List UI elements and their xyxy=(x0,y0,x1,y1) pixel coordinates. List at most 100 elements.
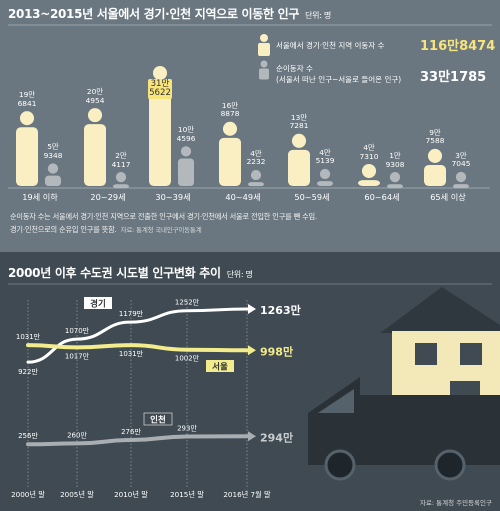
net-person-bar xyxy=(387,172,403,189)
note-line-1: 순이동자 수는 서울에서 경기·인천 지역으로 전출한 인구에서 경기·인천에서… xyxy=(10,212,318,221)
net-value-label: 5만 9348 xyxy=(43,142,63,160)
legend-icons xyxy=(258,34,270,80)
legend-mover-label: 서울에서 경기·인천 지역 이동자 수 xyxy=(276,41,385,50)
series-arrow xyxy=(248,345,256,356)
point-label: 1031만 xyxy=(16,332,41,341)
point-label: 256만 xyxy=(18,431,38,440)
age-group-label: 20~29세 xyxy=(90,192,126,202)
truck-windshield xyxy=(318,389,354,413)
bottom-chart-title: 2000년 이후 수도권 시도별 인구변화 추이 단위: 명 xyxy=(8,264,253,281)
net-person-bar xyxy=(45,163,61,186)
point-label: 1263만 xyxy=(260,303,301,317)
net-value-label: 4만 2232 xyxy=(246,148,266,167)
series-line-인천 xyxy=(26,434,249,447)
mover-person-bar xyxy=(149,66,171,186)
x-tick-label: 2015년 말 xyxy=(170,490,204,499)
series-tag: 서울 xyxy=(212,362,228,373)
net-value-label: 10만 4596 xyxy=(176,125,196,143)
age-group-label: 50~59세 xyxy=(294,192,330,202)
point-label: 1031만 xyxy=(119,349,144,358)
point-label: 998만 xyxy=(260,344,293,358)
age-group-label: 40~49세 xyxy=(225,192,261,202)
point-label: 1070만 xyxy=(65,326,90,335)
point-label: 1179만 xyxy=(119,309,144,318)
house-window-left xyxy=(415,343,437,365)
mover-person-bar xyxy=(219,121,241,186)
legend-net-total: 33만1785 xyxy=(420,70,487,85)
mover-person-bar xyxy=(358,164,380,186)
series-tag-bg xyxy=(84,297,112,309)
age-group-label: 19세 이하 xyxy=(22,192,58,202)
series-tag: 경기 xyxy=(90,299,106,310)
series-tag-bg xyxy=(206,360,234,372)
legend-net-person-icon xyxy=(259,60,269,80)
legend-mover-person-icon xyxy=(258,34,270,56)
age-group-label: 30~39세 xyxy=(155,192,191,202)
series-arrow xyxy=(248,431,256,442)
net-value-label: 2만 4117 xyxy=(111,151,131,169)
mover-value-label: 20만 4954 xyxy=(85,87,105,105)
mover-value-label: 16만 8878 xyxy=(220,100,240,119)
legend-net-label: 순이동자 수 xyxy=(276,64,313,73)
series-tag: 인천 xyxy=(150,415,166,426)
point-label: 260만 xyxy=(67,430,87,439)
moving-truck-illustration xyxy=(308,287,500,481)
net-value-label: 4만 5139 xyxy=(315,147,335,166)
top-panel xyxy=(0,0,500,252)
point-label: 1017만 xyxy=(65,351,90,360)
top-unit: 단위: 명 xyxy=(305,11,331,20)
mover-value-label: 31만 5622 xyxy=(149,79,171,98)
series-tag-bg xyxy=(143,412,173,426)
truck-body xyxy=(360,395,500,465)
mover-person-bar xyxy=(16,111,38,186)
point-label: 293만 xyxy=(177,423,197,432)
mover-person-bar xyxy=(84,108,106,186)
legend-mover-total: 116만8474 xyxy=(420,39,496,54)
mover-value-label: 9만 7588 xyxy=(425,127,445,146)
net-person-bar xyxy=(317,168,333,186)
highlight-label-bg xyxy=(148,79,172,99)
top-title-text: 2013~2015년 서울에서 경기·인천 지역으로 이동한 인구 xyxy=(8,7,300,21)
note-line-2: 경기·인천으로의 순유입 인구를 뜻함. 자료: 통계청 국내인구이동통계 xyxy=(10,224,202,235)
net-person-bar xyxy=(248,169,264,187)
bottom-title-text: 2000년 이후 수도권 시도별 인구변화 추이 xyxy=(8,266,221,280)
age-group-label: 65세 이상 xyxy=(430,192,466,202)
truck-wheel-rear xyxy=(434,449,466,481)
top-title-rule xyxy=(8,24,492,26)
mover-value-label: 4만 7310 xyxy=(359,143,379,161)
x-tick-label: 2016년 7월 말 xyxy=(223,490,271,499)
series-arrow xyxy=(248,303,256,314)
point-label: 1252만 xyxy=(175,298,200,307)
x-tick-label: 2005년 말 xyxy=(60,490,94,499)
age-group-label: 60~64세 xyxy=(364,192,400,202)
net-person-bar xyxy=(113,172,129,189)
series-line-경기 xyxy=(26,307,249,364)
note-line-2-text: 경기·인천으로의 순유입 인구를 뜻함. xyxy=(10,225,117,234)
note-source: 자료: 통계청 국내인구이동통계 xyxy=(120,226,202,234)
net-person-bar xyxy=(453,171,469,189)
point-label: 922만 xyxy=(18,367,38,376)
series-line-서울 xyxy=(26,343,249,353)
point-label: 294만 xyxy=(260,430,293,444)
bottom-source: 자료: 통계청 주민등록인구 xyxy=(419,499,492,507)
mover-value-label: 13만 7281 xyxy=(289,112,309,131)
x-tick-label: 2000년 말 xyxy=(11,490,45,499)
net-person-bar xyxy=(178,146,194,186)
point-label: 276만 xyxy=(121,427,141,436)
mover-person-bar xyxy=(288,133,310,186)
house-roof xyxy=(380,287,500,333)
top-chart-title: 2013~2015년 서울에서 경기·인천 지역으로 이동한 인구 단위: 명 xyxy=(8,5,331,22)
bottom-title-rule xyxy=(8,283,492,285)
mover-person-bar xyxy=(424,148,446,186)
house-window-right xyxy=(460,343,482,365)
net-value-label: 3만 7045 xyxy=(451,150,471,169)
bottom-unit: 단위: 명 xyxy=(226,270,253,279)
net-value-label: 1만 9308 xyxy=(385,151,405,169)
mover-value-label: 19만 6841 xyxy=(17,90,37,108)
truck-wheel-front xyxy=(324,449,356,481)
x-tick-label: 2010년 말 xyxy=(114,490,148,499)
age-group-pictograph-chart xyxy=(8,66,490,189)
point-label: 1002만 xyxy=(175,354,200,363)
